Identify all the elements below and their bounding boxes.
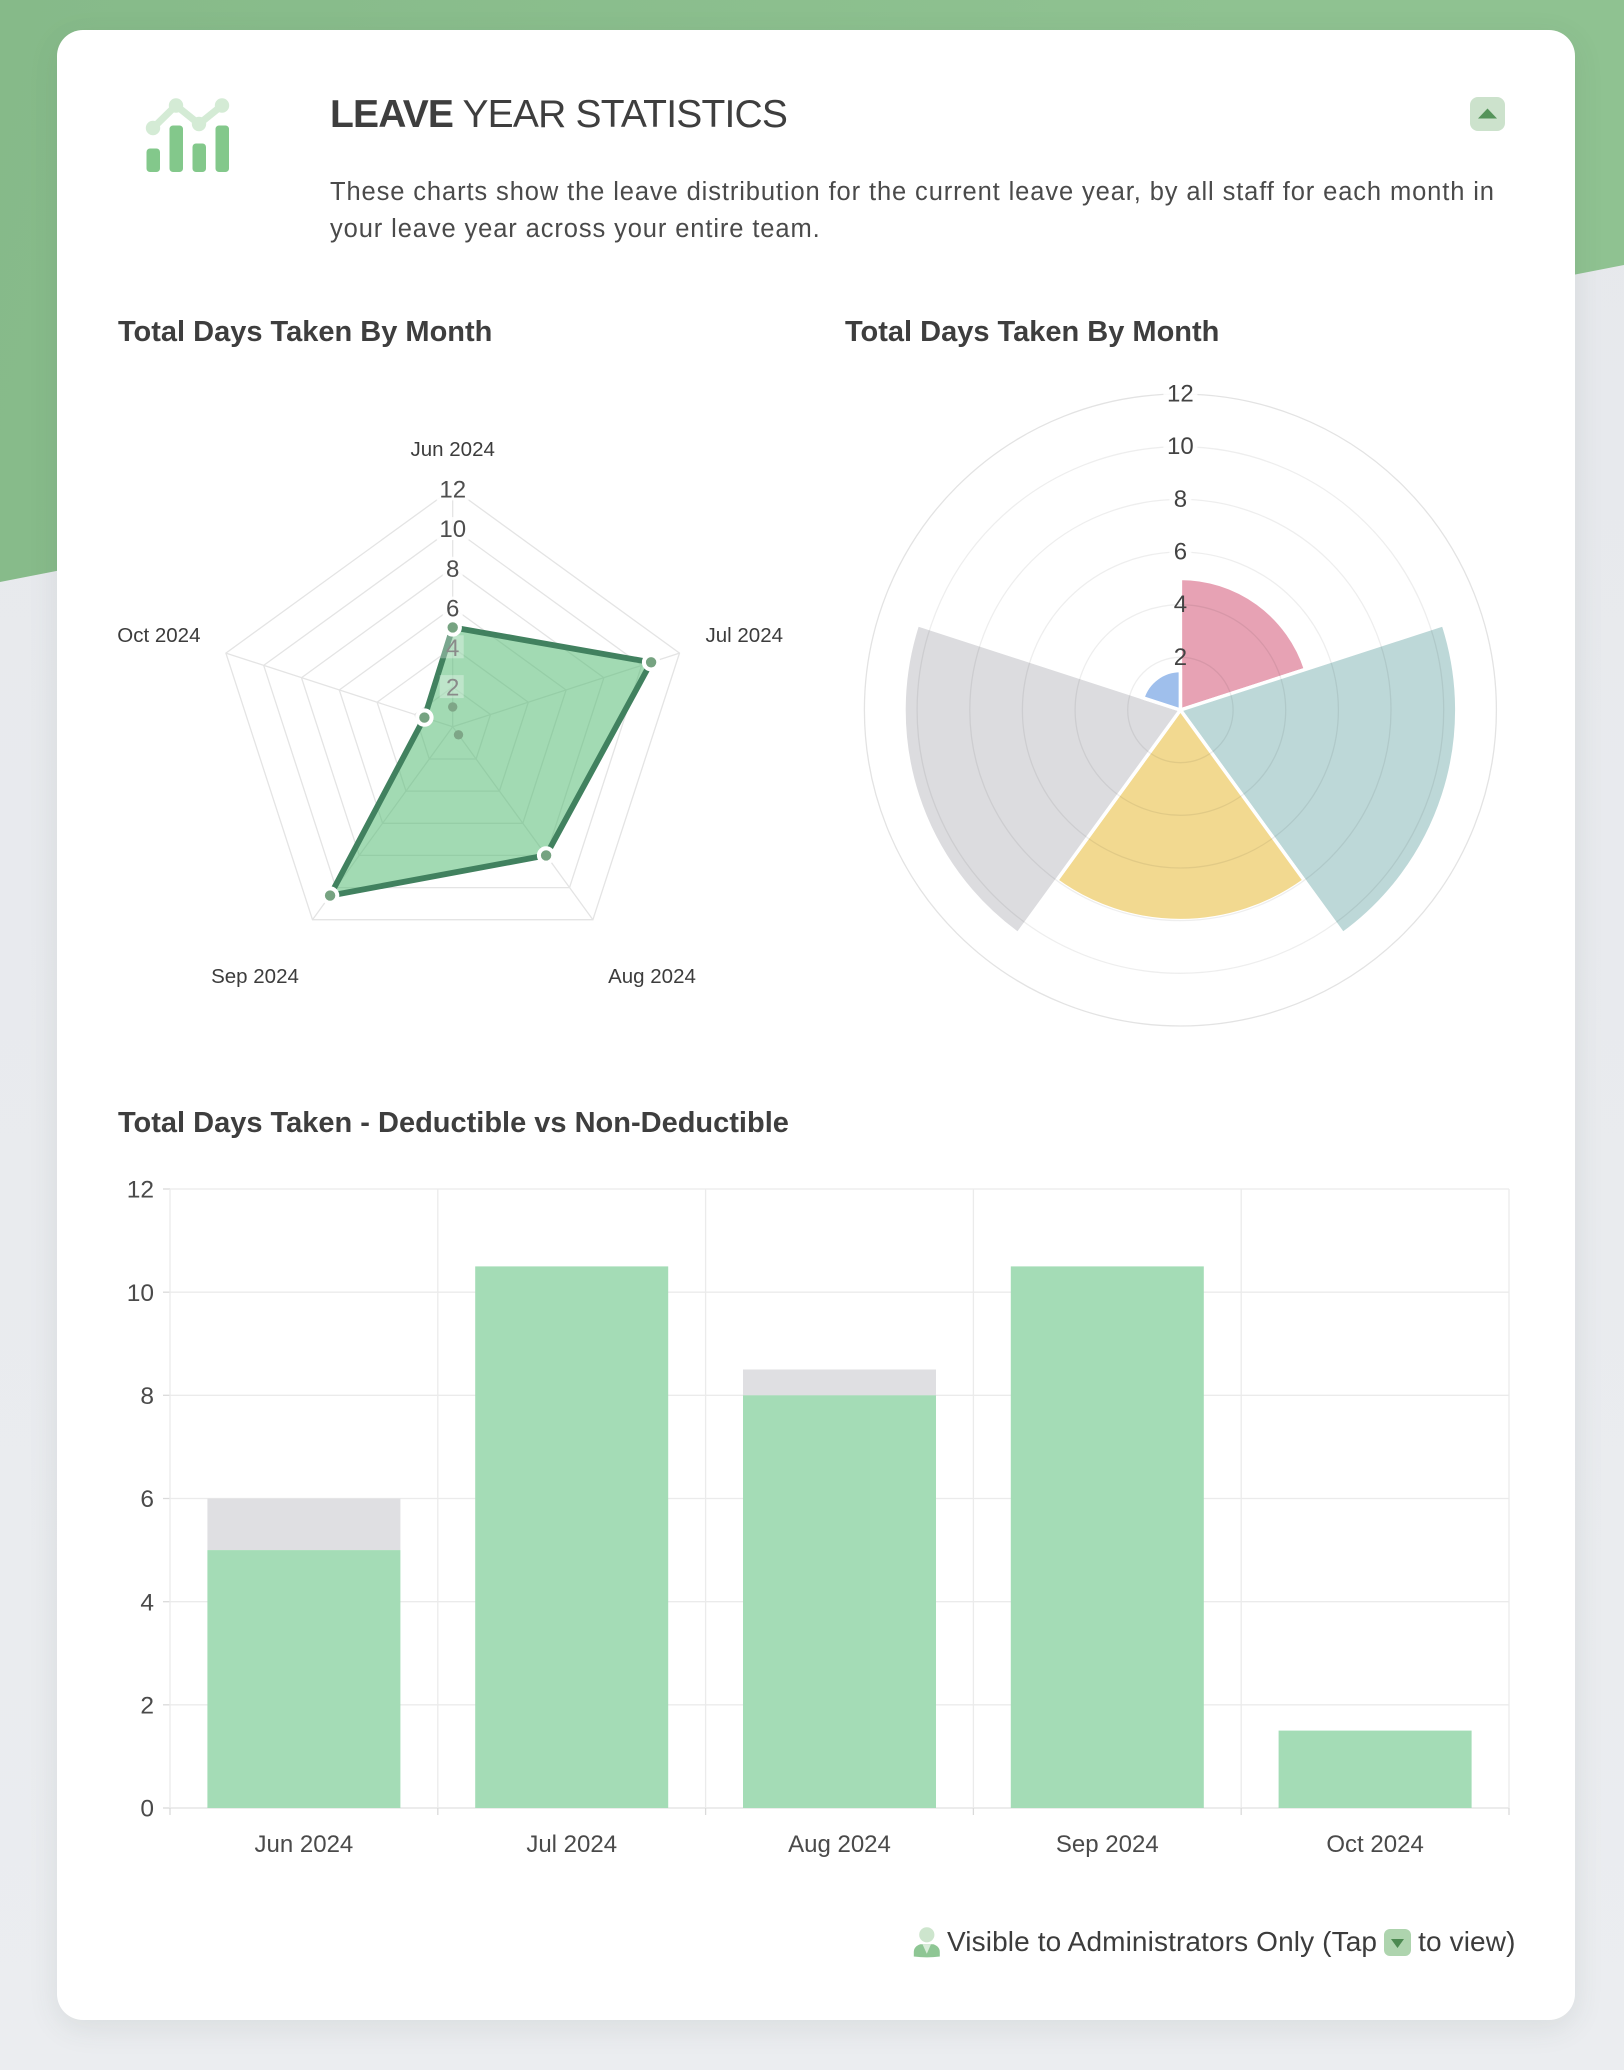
svg-text:Aug 2024: Aug 2024 [788,1831,891,1858]
svg-text:Jul 2024: Jul 2024 [526,1831,617,1858]
svg-text:4: 4 [446,635,459,662]
svg-text:12: 12 [439,476,466,503]
svg-text:10: 10 [439,516,466,543]
svg-text:4: 4 [1174,591,1187,618]
svg-text:12: 12 [127,1177,154,1204]
svg-text:8: 8 [1174,486,1187,513]
svg-text:8: 8 [446,556,459,583]
svg-text:4: 4 [140,1589,154,1616]
svg-text:Jun 2024: Jun 2024 [411,438,495,461]
svg-text:Sep 2024: Sep 2024 [1056,1831,1159,1858]
svg-text:10: 10 [1167,433,1194,460]
svg-text:Jun 2024: Jun 2024 [255,1831,354,1858]
svg-text:10: 10 [127,1280,154,1307]
svg-text:2: 2 [446,675,459,702]
svg-text:Oct 2024: Oct 2024 [117,624,200,647]
svg-text:Aug 2024: Aug 2024 [608,965,696,988]
svg-text:2: 2 [140,1693,154,1720]
svg-text:6: 6 [446,596,459,623]
svg-text:0: 0 [140,1796,154,1823]
svg-text:12: 12 [1167,381,1194,408]
svg-text:2: 2 [1174,644,1187,671]
svg-text:6: 6 [140,1486,154,1513]
svg-text:6: 6 [1174,539,1187,566]
svg-text:Oct 2024: Oct 2024 [1326,1831,1423,1858]
svg-text:Jul 2024: Jul 2024 [706,624,784,647]
svg-text:Sep 2024: Sep 2024 [211,965,299,988]
svg-text:8: 8 [140,1383,154,1410]
